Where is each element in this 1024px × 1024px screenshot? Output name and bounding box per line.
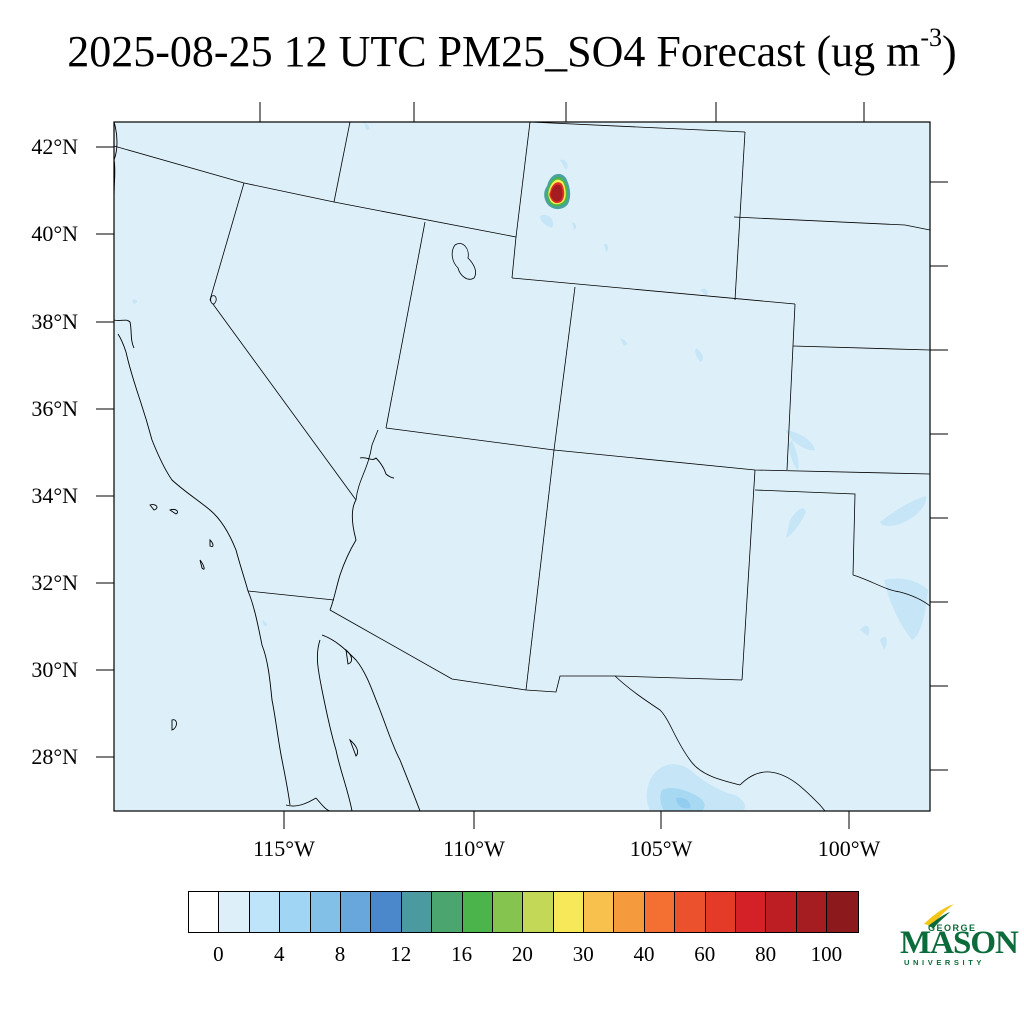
lat-label-38: 38°N [31,309,78,334]
lon-label-100w: 100°W [817,836,881,861]
colorbar-box [553,892,585,932]
colorbar-box [827,892,858,932]
colorbar [188,891,859,933]
colorbar-label: 4 [273,942,285,966]
colorbar-label: 40 [633,942,655,966]
colorbar-label: 80 [755,942,777,966]
colorbar-box [766,892,797,932]
colorbar-box [280,892,311,932]
concentration-blobs [132,122,928,650]
logo-george: GEORGE [928,923,977,933]
colorbar-box [736,892,767,932]
hotspot-wyoming [544,173,571,210]
map-frame [113,121,931,812]
map-background [114,122,930,811]
colorbar-label: 8 [334,942,346,966]
colorbar-box [401,892,433,932]
logo-university: UNIVERSITY [904,958,986,967]
colorbar-label: 20 [511,942,533,966]
map-title: 2025-08-25 12 UTC PM25_SO4 Forecast (ug … [0,22,1024,82]
lat-label-42: 42°N [31,134,78,159]
colorbar-box [189,892,220,932]
lat-label-36: 36°N [31,396,78,421]
title-text: 2025-08-25 12 UTC PM25_SO4 Forecast (ug … [67,27,921,76]
colorbar-box [796,892,828,932]
colorbar-box [614,892,645,932]
colorbar-box [340,892,372,932]
colorbar-box [644,892,676,932]
colorbar-box [219,892,250,932]
colorbar-label: 16 [451,942,473,966]
colorbar-box [371,892,402,932]
lakes [210,243,476,305]
coastline [113,121,421,812]
colorbar-box [492,892,524,932]
colorbar-box [432,892,463,932]
lon-label-115w: 115°W [253,836,315,861]
logo-flame-icon [924,904,954,928]
title-close: ) [942,27,957,76]
top-ticks [259,102,865,122]
colorbar-box [705,892,737,932]
colorbar-box [249,892,281,932]
lat-label-32: 32°N [31,570,78,595]
colorbar-label: 100 [810,942,843,966]
colorbar-box [523,892,554,932]
colorbar-label: 30 [572,942,594,966]
boundaries [113,121,931,812]
colorbar-box [310,892,341,932]
title-exponent: -3 [920,23,943,52]
lat-label-34: 34°N [31,483,78,508]
colorbar-box [675,892,706,932]
lat-label-30: 30°N [31,657,78,682]
colorbar-box [584,892,615,932]
lon-label-105w: 105°W [629,836,693,861]
lat-label-28: 28°N [31,744,78,769]
colorbar-label: 12 [390,942,412,966]
logo-mason: MASON [900,925,1019,961]
right-ticks [930,181,948,771]
colorbar-label: 60 [694,942,716,966]
lat-label-40: 40°N [31,221,78,246]
colorbar-label: 0 [213,942,224,966]
bottom-ticks [283,811,850,829]
lon-label-110w: 110°W [443,836,505,861]
colorbar-box [462,892,493,932]
mexico-blob [646,764,746,811]
george-mason-logo: GEORGE MASON UNIVERSITY [898,900,1019,970]
lat-ticks [96,146,114,758]
